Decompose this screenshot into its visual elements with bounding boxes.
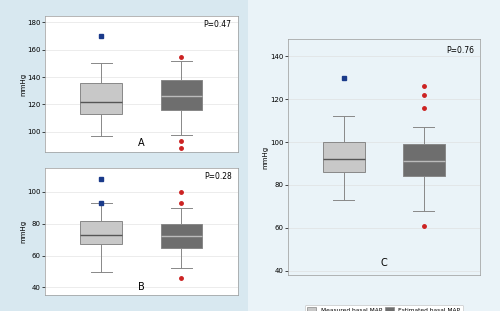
Y-axis label: mmHg: mmHg [20,72,26,95]
PathPatch shape [80,220,122,244]
Text: C: C [380,258,387,268]
Legend: Measured basal SBP, Estimated basal SBP: Measured basal SBP, Estimated basal SBP [64,181,219,191]
Y-axis label: mmHg: mmHg [262,146,268,169]
Text: P=0.47: P=0.47 [204,20,232,29]
Text: P=0.28: P=0.28 [204,172,232,181]
Text: A: A [138,138,144,148]
PathPatch shape [160,224,202,248]
PathPatch shape [323,142,364,172]
Text: B: B [138,282,144,292]
PathPatch shape [80,83,122,114]
PathPatch shape [403,144,444,176]
Text: P=0.76: P=0.76 [446,46,474,55]
Legend: Measured basal MAP, Estimated basal MAP: Measured basal MAP, Estimated basal MAP [305,305,462,311]
Y-axis label: mmHg: mmHg [20,220,26,243]
PathPatch shape [160,80,202,110]
